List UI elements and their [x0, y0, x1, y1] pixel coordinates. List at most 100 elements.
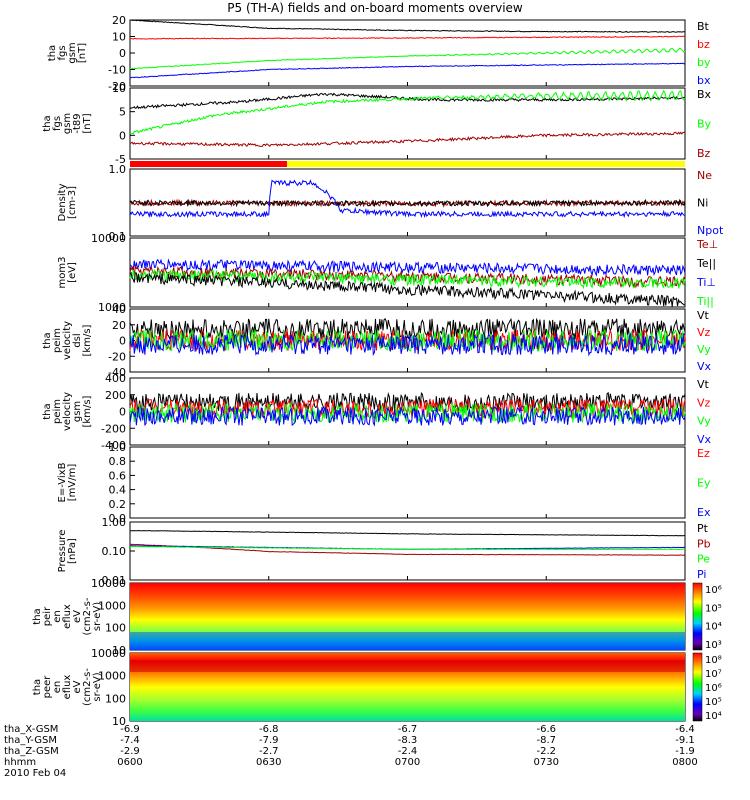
y-axis-label: -t89	[72, 113, 83, 133]
panel-1: 20 10 0 -10 -20 tha fgs gsm [nT] Bt bz by bx	[47, 14, 711, 93]
y-axis-label: peim	[52, 399, 63, 424]
y-tick-label: 0.2	[109, 498, 127, 511]
legend-vx: Vx	[697, 360, 712, 373]
x-row-label: tha_Z-GSM	[4, 746, 59, 757]
legend-vx: Vx	[697, 433, 712, 446]
series-bz	[129, 131, 686, 148]
x-row-value: 0700	[395, 757, 420, 768]
panel-7: 1.00.80.6 0.40.20.0 E=-VixB [mV/m] Ez Ey Ex	[57, 441, 711, 525]
series-by	[129, 47, 686, 70]
legend-ez: Ez	[697, 447, 710, 460]
series-by	[129, 89, 686, 135]
y-axis-label: tha	[42, 115, 53, 131]
y-tick-label: 10	[112, 715, 126, 728]
y-tick-label: 0	[119, 406, 126, 419]
y-axis-label: gsm	[67, 42, 78, 63]
x-row-value: -6.4	[675, 724, 695, 735]
y-tick-label: 0.6	[109, 469, 127, 482]
legend-ex: Ex	[697, 506, 711, 519]
y-tick-label: 5	[119, 106, 126, 119]
x-row-value: -7.4	[120, 735, 140, 746]
y-axis-label: (cm2-s-	[82, 597, 93, 635]
x-row-label: hhmm	[4, 757, 36, 768]
colorbar-label: 10⁶	[705, 585, 722, 596]
legend-ni: Ni	[697, 197, 708, 210]
legend-by: by	[697, 56, 711, 69]
panel-8: 1.00 0.10 0.01 Pressure [nPa] Pt Pb Pe Pi	[57, 516, 711, 587]
figure-title: P5 (TH-A) fields and on-board moments ov…	[227, 1, 523, 15]
x-row-value: -2.4	[398, 746, 418, 757]
legend-bz: bz	[697, 38, 710, 51]
x-row-value: -6.9	[120, 724, 140, 735]
y-axis-label: [mV/m]	[67, 464, 78, 502]
panel-6: 400 200 0 -200 -400 tha peim velocity gsm [km/s] V…	[42, 372, 712, 452]
y-tick-label: 20	[112, 14, 126, 27]
y-tick-label: 400	[105, 372, 126, 385]
y-tick-label: 10	[112, 82, 126, 95]
y-axis-label: eflux	[62, 604, 73, 629]
y-axis-label: Density	[57, 183, 68, 221]
series-ti	[129, 268, 686, 290]
y-axis-label: [nT]	[77, 43, 88, 63]
legend-vz: Vz	[697, 326, 711, 339]
colorbar-label: 10⁵	[705, 603, 722, 614]
y-axis-label: peim	[52, 328, 63, 353]
y-axis-label: [km/s]	[82, 324, 93, 356]
x-row-value: -1.9	[675, 746, 695, 757]
series-ni	[129, 198, 686, 208]
y-axis-label: en	[52, 610, 63, 623]
y-axis-label: peir	[42, 606, 53, 626]
y-axis-label: gsm	[72, 401, 83, 422]
colorbar-label: 10⁴	[705, 622, 722, 633]
y-axis-label: dsl	[72, 333, 83, 347]
y-tick-label: 100	[105, 622, 126, 635]
y-tick-label: 40	[112, 303, 126, 316]
y-axis-label: [nPa]	[67, 538, 78, 564]
series-vt	[129, 317, 686, 342]
y-tick-label: 1000	[98, 670, 126, 683]
legend-pe: Pe	[697, 553, 710, 566]
y-axis-label: tha	[42, 332, 53, 348]
legend-ti: Ti⊥	[696, 276, 716, 289]
colorbar-label: 10⁷	[705, 669, 722, 680]
x-row-value: 0730	[534, 757, 559, 768]
legend-te: Te⊥	[696, 238, 718, 251]
legend-vt: Vt	[697, 378, 710, 391]
y-tick-label: 0	[119, 47, 126, 60]
ion-spectrogram	[130, 583, 685, 650]
series-te	[129, 271, 685, 307]
x-axis-annotation: tha_X-GSM -6.9 -6.8 -6.7 -6.6 -6.4 tha_Y-GSM -7…	[4, 724, 698, 779]
y-axis-label: sr-eV)	[92, 672, 103, 701]
y-axis-label: [km/s]	[82, 395, 93, 427]
y-tick-label: 100	[105, 692, 126, 705]
y-tick-label: 0	[119, 129, 126, 142]
y-axis-label: tha	[42, 403, 53, 419]
x-row-value: -2.7	[259, 746, 279, 757]
series-vx	[129, 405, 686, 427]
legend-ne: Ne	[697, 169, 712, 182]
series-npot	[129, 179, 686, 219]
legend-ey: Ey	[697, 477, 711, 490]
panel-frame	[129, 446, 686, 519]
x-row-value: -2.9	[120, 746, 140, 757]
y-axis-label: Pressure	[57, 530, 68, 573]
y-tick-label: -20	[108, 350, 126, 363]
y-axis-label: fgs	[57, 45, 68, 60]
panel-4: 10000 1000 mom3 [eV] Te⊥ Te|| Ti⊥ Ti||	[57, 232, 718, 314]
colorbar-label: 10⁸	[705, 655, 722, 666]
colorbar-label: 10⁴	[705, 711, 722, 722]
series-pb	[129, 543, 686, 556]
series-ti	[129, 258, 686, 277]
y-axis-label: [eV]	[67, 262, 78, 283]
panel-5: 40 20 0 -20 -40 tha peim velocity dsl [km/s] Vt Vz V…	[42, 303, 712, 379]
y-tick-label: 10	[112, 31, 126, 44]
y-tick-label: 0.10	[102, 545, 127, 558]
ion-colorbar	[692, 582, 703, 651]
y-axis-label: mom3	[57, 257, 68, 289]
y-tick-label: 1.0	[109, 441, 127, 454]
date-label: 2010 Feb 04	[4, 768, 66, 779]
y-tick-label: 200	[105, 389, 126, 402]
series-bx	[129, 62, 686, 79]
y-tick-label: 0.4	[109, 484, 127, 497]
